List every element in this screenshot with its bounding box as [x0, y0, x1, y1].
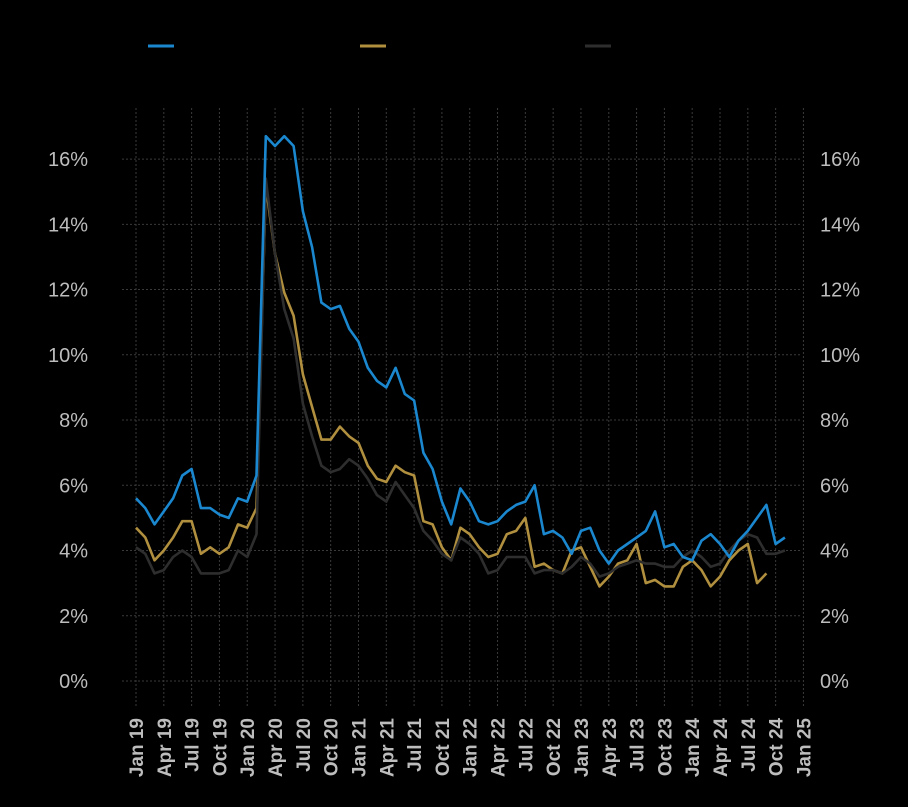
x-tick-label: Jan 22 [461, 718, 482, 777]
series-line-3 [135, 177, 786, 578]
x-tick-label: Jan 20 [238, 718, 259, 777]
series-lines [135, 134, 786, 588]
y-tick-label-left: 10% [48, 345, 88, 367]
x-tick-label: Jan 24 [683, 718, 704, 778]
x-tick-label: Oct 23 [655, 718, 676, 776]
y-tick-label-left: 14% [48, 214, 88, 236]
x-tick-label: Jan 23 [572, 718, 593, 777]
x-tick-label: Oct 19 [210, 718, 231, 776]
y-tick-label-left: 16% [48, 149, 88, 171]
grid [122, 108, 804, 706]
x-tick-label: Jul 23 [628, 718, 649, 772]
y-tick-label-right: 14% [820, 214, 860, 236]
y-tick-label-left: 4% [59, 541, 88, 563]
x-tick-label: Jul 22 [516, 718, 537, 772]
x-tick-label: Oct 22 [544, 718, 565, 776]
y-tick-label-left: 8% [59, 410, 88, 432]
y-tick-label-left: 12% [48, 280, 88, 302]
x-tick-label: Jan 19 [127, 718, 148, 777]
x-tick-label: Jul 24 [739, 718, 760, 772]
y-tick-label-left: 6% [59, 475, 88, 497]
y-tick-label-left: 2% [59, 606, 88, 628]
y-tick-label-right: 0% [820, 671, 849, 693]
y-axis-right: 0% 2% 4% 6% 8% 10% 12% 14% 16% [820, 149, 860, 693]
x-tick-label: Apr 19 [155, 718, 176, 777]
y-tick-label-right: 4% [820, 541, 849, 563]
y-tick-label-right: 12% [820, 280, 860, 302]
x-tick-label: Oct 24 [767, 718, 788, 777]
x-tick-label: Jul 19 [183, 718, 204, 772]
y-tick-label-left: 0% [59, 671, 88, 693]
x-tick-label: Jul 21 [405, 718, 426, 772]
x-tick-label: Jul 20 [294, 718, 315, 772]
y-tick-label-right: 2% [820, 606, 849, 628]
x-tick-label: Jan 21 [349, 718, 370, 778]
x-tick-label: Apr 23 [600, 718, 621, 777]
x-tick-label: Apr 24 [711, 718, 732, 778]
x-tick-label: Apr 20 [266, 718, 287, 777]
y-tick-label-right: 10% [820, 345, 860, 367]
x-tick-label: Oct 21 [433, 718, 454, 777]
y-tick-label-right: 16% [820, 149, 860, 171]
y-tick-label-right: 6% [820, 475, 849, 497]
x-tick-label: Apr 21 [377, 718, 398, 778]
x-tick-label: Jan 25 [794, 718, 815, 778]
x-tick-label: Apr 22 [489, 718, 510, 777]
x-axis: Jan 19 Apr 19 Jul 19 Oct 19 Jan 20 Apr 20 Jul … [127, 718, 815, 778]
y-axis-left: 0% 2% 4% 6% 8% 10% 12% 14% 16% [48, 149, 88, 693]
series-line-1 [135, 134, 786, 565]
y-tick-label-right: 8% [820, 410, 849, 432]
x-tick-label: Oct 20 [322, 718, 343, 776]
